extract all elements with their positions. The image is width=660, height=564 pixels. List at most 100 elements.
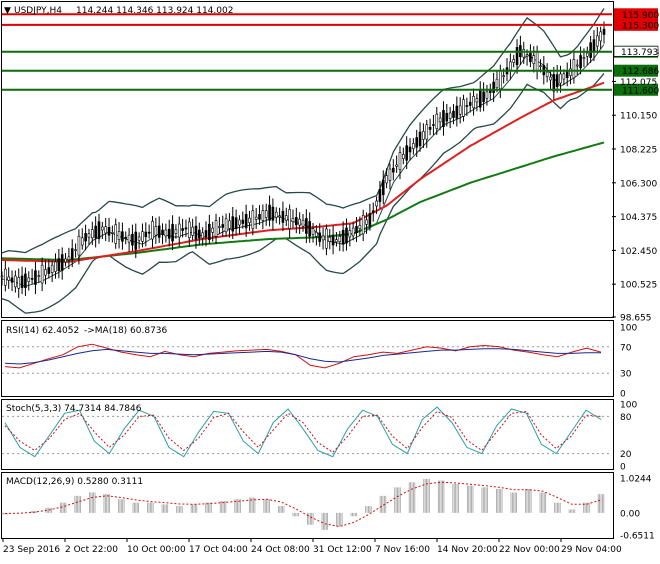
price-bar-body (298, 218, 301, 226)
price-bar-body (84, 233, 87, 242)
price-bar-body (147, 231, 151, 234)
macd-tick-1.0244: 1.0244 (620, 475, 652, 485)
price-bar-body (559, 73, 562, 84)
price-bar-body (398, 152, 402, 170)
x-tick-label-3: 17 Oct 04:00 (189, 545, 248, 555)
price-bar-body (552, 74, 556, 92)
price-bar-body (161, 229, 164, 235)
macd-signal-line (4, 481, 602, 528)
current-price-label: 113.793 (621, 48, 658, 58)
price-bar-body (187, 221, 191, 239)
price-bar-body (305, 218, 308, 234)
price-bar-body (572, 59, 576, 79)
stoch-tick-100: 100 (620, 401, 637, 411)
price-bar-body (234, 217, 238, 229)
price-bar-body (0, 275, 4, 278)
price-bar-body (405, 145, 408, 161)
price-bar-body (432, 124, 435, 126)
price-bar-body (91, 229, 94, 239)
price-bar-body (27, 277, 31, 282)
price-bar-body (318, 232, 322, 242)
price-bar-body (575, 64, 579, 67)
stoch-panel-frame (1, 399, 614, 470)
price-bar-body (77, 235, 81, 256)
price-bar-body (472, 96, 475, 109)
price-bar-body (114, 224, 118, 244)
price-bar-body (482, 91, 485, 103)
price-bar-body (375, 200, 378, 207)
main-quote: 114.244 114.346 113.924 114.002 (76, 6, 233, 16)
level-label-box-112.686 (614, 64, 658, 77)
price-bar-body (452, 110, 455, 118)
price-bar-body (67, 256, 71, 260)
price-bar-body (509, 61, 512, 71)
x-tick-label-5: 31 Oct 12:00 (313, 545, 372, 555)
price-bar-body (111, 232, 114, 234)
price-bar-body (388, 168, 392, 181)
price-bar-body (325, 228, 328, 249)
price-bar-body (121, 231, 124, 242)
price-bar-body (599, 31, 602, 42)
price-bar-body (154, 226, 158, 236)
price-bar-body (515, 47, 519, 66)
price-bar-body (569, 68, 572, 76)
price-bar-body (485, 91, 489, 99)
price-bar-body (462, 99, 465, 117)
rsi-tick-30: 30 (620, 370, 632, 380)
price-bar-body (44, 269, 47, 276)
price-bar-body (151, 221, 154, 240)
price-bar-body (602, 28, 606, 35)
price-bar-body (131, 233, 134, 246)
x-tick-label-1: 2 Oct 22:00 (65, 545, 118, 555)
price-bar-body (107, 227, 111, 236)
price-bar-body (54, 261, 57, 272)
price-bar-body (596, 35, 599, 47)
price-bar-body (174, 229, 178, 234)
price-bar-body (408, 146, 412, 153)
price-bar-body (412, 143, 415, 149)
price-bar-body (512, 59, 516, 63)
price-bar-body (10, 277, 14, 283)
price-bar-body (47, 267, 51, 274)
rsi-line (4, 343, 602, 369)
price-bar-body (355, 226, 358, 233)
price-bar-body (378, 189, 382, 202)
x-tick-label-9: 29 Nov 04:00 (561, 545, 622, 555)
price-bar-body (268, 204, 271, 221)
price-bar-body (80, 237, 84, 246)
x-tick-label-0: 23 Sep 2016 (3, 545, 60, 555)
price-bar-body (522, 49, 526, 58)
x-tick-label-8: 22 Nov 00:00 (499, 545, 560, 555)
price-bar-body (144, 231, 148, 238)
price-bar-body (251, 210, 255, 229)
price-bar-body (368, 213, 372, 227)
price-bar-body (97, 221, 101, 240)
y-tick-label-100.525: 100.525 (620, 281, 657, 291)
price-bar-body (211, 227, 214, 233)
price-bar-body (104, 226, 107, 234)
price-bar-body (529, 52, 532, 63)
price-bar-body (258, 214, 261, 220)
price-bar-body (438, 117, 442, 123)
price-bar-body (238, 219, 241, 226)
price-bar-body (87, 233, 91, 238)
price-bar-body (395, 164, 398, 167)
price-bar-body (214, 220, 218, 237)
price-bar-body (311, 228, 315, 235)
price-bar-body (94, 225, 97, 239)
y-tick-label-104.375: 104.375 (620, 213, 657, 223)
price-bar-body (448, 112, 452, 119)
price-bar-body (157, 225, 161, 238)
price-bar-body (288, 209, 291, 229)
price-bar-body (274, 211, 278, 218)
price-bar-body (264, 210, 268, 218)
price-bar-body (468, 101, 472, 106)
price-bar-body (361, 215, 365, 235)
price-bar-body (579, 55, 582, 69)
rsi-panel-frame (1, 320, 614, 397)
price-bar-body (428, 127, 432, 130)
price-bar-body (248, 217, 251, 223)
macd-tick--0.6511: -0.6511 (620, 532, 655, 542)
price-bar-body (254, 216, 258, 220)
